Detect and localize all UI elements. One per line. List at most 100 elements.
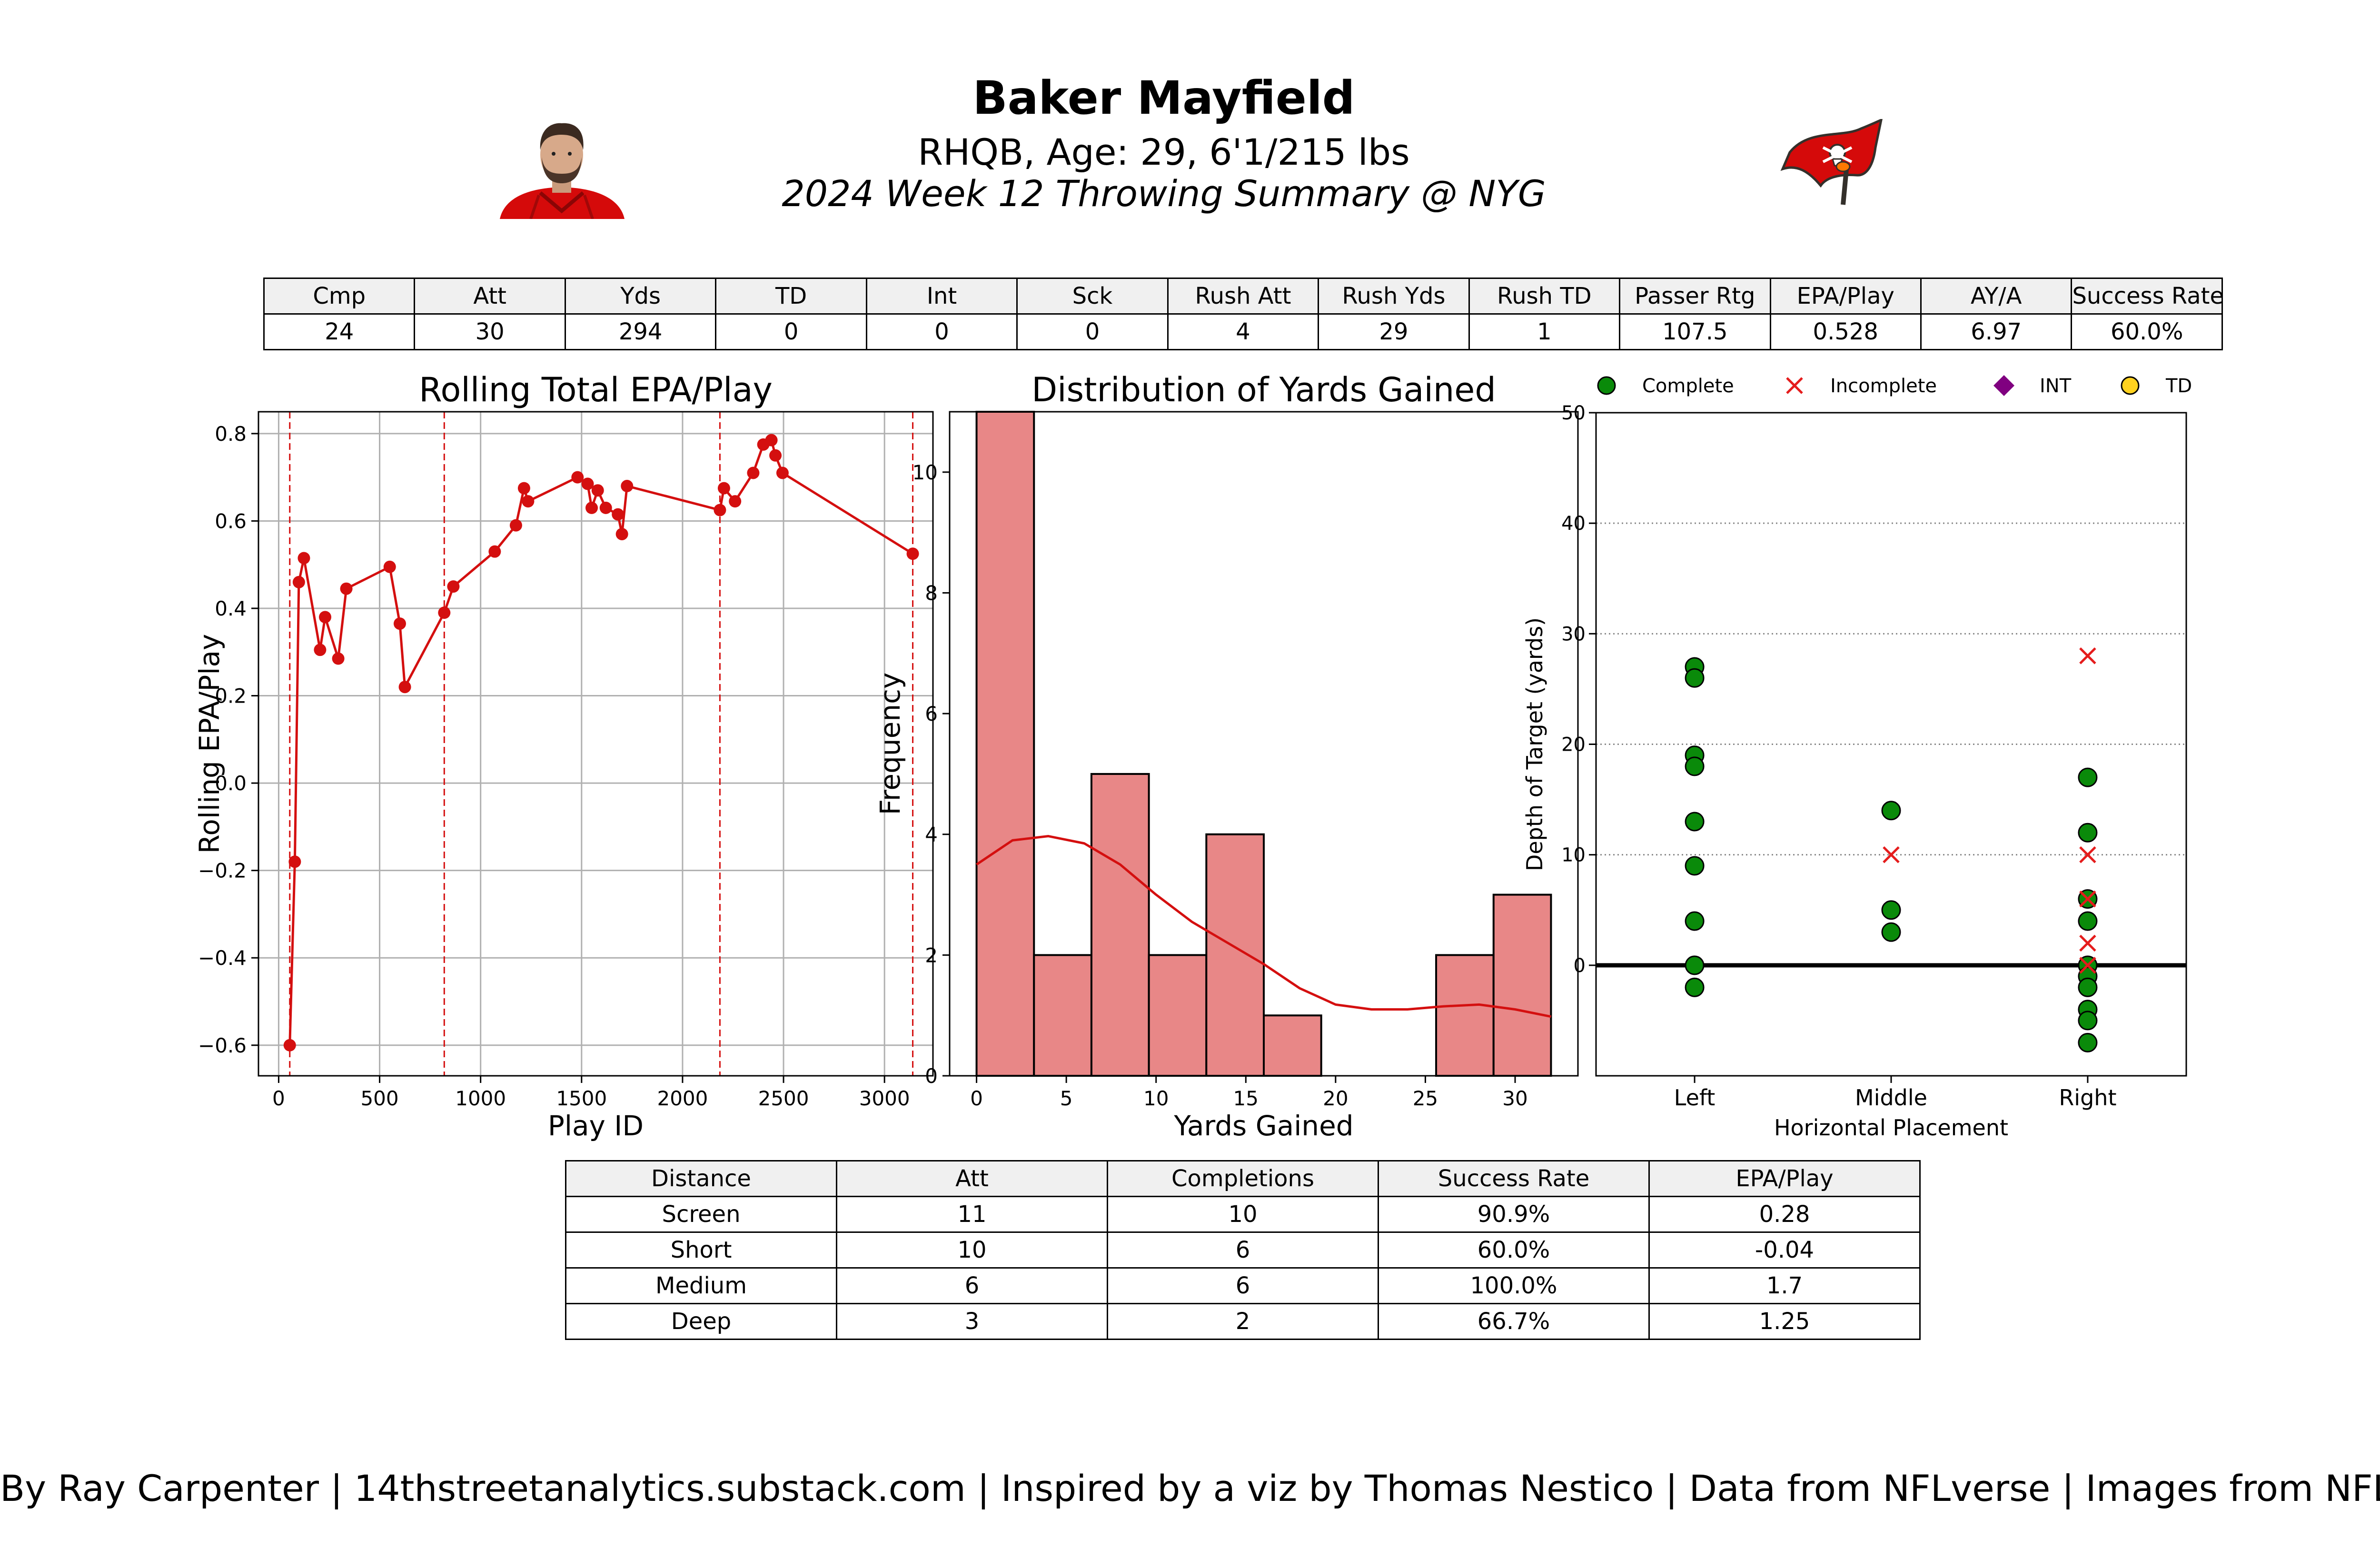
epa-point [383, 560, 396, 573]
x-axis-label: Horizontal Placement [1774, 1115, 2008, 1141]
summary-value-cell: 294 [564, 313, 717, 350]
complete-pass-point [2078, 823, 2098, 843]
histogram-bar [1263, 1014, 1322, 1077]
distance-header-cell: Completions [1107, 1160, 1379, 1197]
incomplete-pass-point [2079, 890, 2096, 908]
legend-label: Incomplete [1830, 375, 1937, 397]
summary-value-cell: 4 [1167, 313, 1319, 350]
epa-point [522, 495, 535, 508]
distance-header-cell: EPA/Play [1648, 1160, 1921, 1197]
summary-header-cell: AY/A [1920, 278, 2073, 315]
x-tick-label: 500 [360, 1087, 398, 1110]
table-row: Medium 6 6 100.0% 1.7 [565, 1267, 1921, 1304]
summary-header-cell: Att [414, 278, 566, 315]
summary-value-cell: 29 [1318, 313, 1470, 350]
epa-point [438, 606, 451, 619]
epa-series-line [288, 438, 913, 1045]
distance-header-cell: Success Rate [1378, 1160, 1650, 1197]
x-tick-label: 0 [272, 1087, 285, 1110]
complete-pass-point [2078, 767, 2098, 787]
x-tick-label: Middle [1855, 1085, 1927, 1111]
distance-cell: 66.7% [1378, 1303, 1650, 1340]
target-depth-chart: Left Middle Right 0 10 20 30 40 50 Horizontal Pla… [1522, 375, 2192, 1141]
y-tick-label: 0 [1574, 955, 1586, 977]
x-tick-label: 25 [1413, 1087, 1438, 1110]
y-tick-label: 0.6 [215, 509, 247, 533]
y-tick-label: −0.2 [198, 859, 247, 883]
y-tick-label: 0.8 [215, 422, 247, 446]
rolling-epa-chart: Rolling Total EPA/Play 0 500 1000 1500 2000 25… [193, 370, 934, 1142]
y-tick-label: 40 [1561, 513, 1586, 535]
summary-header-cell: Rush Yds [1318, 278, 1470, 315]
epa-point [314, 644, 327, 656]
complete-pass-point [1685, 955, 1705, 975]
distance-header-cell: Distance [565, 1160, 837, 1197]
epa-point [571, 471, 584, 484]
y-tick-label: 0.2 [215, 685, 247, 708]
epa-point [581, 477, 594, 490]
player-name: Baker Mayfield [972, 71, 1355, 125]
summary-header-cell: EPA/Play [1769, 278, 1922, 315]
x-tick-label: 3000 [859, 1087, 910, 1110]
epa-point [769, 449, 782, 462]
kde-curve [976, 835, 1551, 1018]
epa-point [714, 504, 726, 516]
summary-value-cell: 0 [715, 313, 867, 350]
complete-pass-point [2078, 977, 2098, 997]
distance-cell: 6 [1107, 1267, 1379, 1304]
summary-value-cell: 0.528 [1769, 313, 1922, 350]
credits-footer: By Ray Carpenter | 14thstreetanalytics.s… [0, 1467, 2380, 1509]
epa-point [298, 552, 310, 565]
y-tick-label: 20 [1561, 734, 1586, 756]
complete-pass-point [1881, 900, 1901, 920]
game-summary: 2024 Week 12 Throwing Summary @ NYG [782, 172, 1546, 215]
distance-cell: 11 [836, 1196, 1108, 1233]
histogram-bar [1435, 954, 1495, 1077]
buccaneers-flag-logo [1780, 119, 1883, 205]
epa-point [517, 482, 530, 495]
distance-cell: 1.7 [1648, 1267, 1921, 1304]
table-row: Screen 11 10 90.9% 0.28 [565, 1196, 1921, 1233]
epa-point [612, 508, 625, 521]
y-axis-label: Depth of Target (yards) [1522, 617, 1547, 871]
x-tick-label: 1000 [455, 1087, 506, 1110]
incomplete-pass-point [1883, 846, 1900, 863]
epa-point [747, 466, 760, 479]
distance-cell: 0.28 [1648, 1196, 1921, 1233]
legend-td-marker [2121, 376, 2140, 395]
histogram-bar [975, 411, 1035, 1077]
legend-int-marker [1993, 375, 2014, 396]
histogram-bar [1205, 833, 1265, 1077]
legend-complete-marker [1597, 376, 1616, 395]
distance-cell: 6 [836, 1267, 1108, 1304]
plot-frame [949, 411, 1579, 1077]
plot-frame [258, 411, 934, 1077]
summary-header-cell: Int [865, 278, 1018, 315]
distance-cell: 1.25 [1648, 1303, 1921, 1340]
x-tick-label: 5 [1060, 1087, 1073, 1110]
epa-point [283, 1039, 296, 1052]
x-tick-label: 2000 [657, 1087, 708, 1110]
chart-title: Rolling Total EPA/Play [419, 370, 773, 409]
y-tick-label: 30 [1561, 623, 1586, 645]
summary-value-cell: 30 [414, 313, 566, 350]
epa-point [398, 681, 411, 694]
complete-pass-point [1881, 801, 1901, 821]
distance-cell: Medium [565, 1267, 837, 1304]
summary-header-cell: Sck [1016, 278, 1169, 315]
summary-header-cell: Success Rate [2071, 278, 2224, 315]
distance-breakdown-table: Distance Att Completions Success Rate EPA/Pl… [565, 1160, 1921, 1340]
complete-pass-point [1685, 856, 1705, 876]
x-axis-label: Play ID [548, 1110, 644, 1142]
complete-pass-point [2078, 911, 2098, 931]
player-headshot [500, 123, 625, 219]
summary-value-cell: 0 [1016, 313, 1169, 350]
epa-point [509, 519, 522, 532]
summary-value-cell: 1 [1468, 313, 1621, 350]
histogram-bar [1033, 954, 1092, 1077]
y-tick-label: 10 [1561, 844, 1586, 866]
distance-header-cell: Att [836, 1160, 1108, 1197]
epa-point [765, 434, 778, 447]
table-row: Short 10 6 60.0% -0.04 [565, 1231, 1921, 1269]
